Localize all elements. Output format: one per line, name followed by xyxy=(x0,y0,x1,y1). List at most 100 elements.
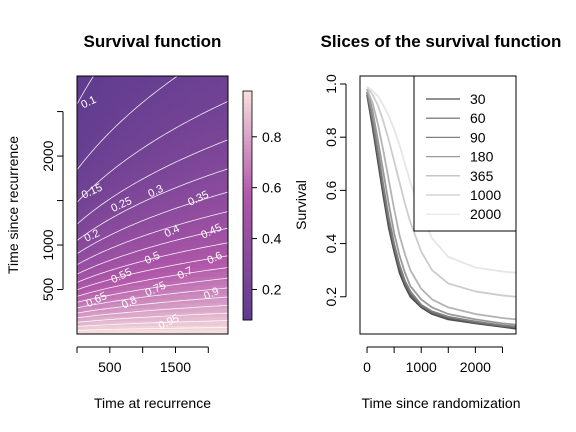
heatmap-cell xyxy=(188,276,193,282)
heatmap-cell xyxy=(109,236,114,242)
heatmap-cell xyxy=(152,173,157,179)
heatmap-cell xyxy=(83,151,88,157)
heatmap-cell xyxy=(159,80,163,86)
heatmap-cell xyxy=(90,129,95,135)
heatmap-cell xyxy=(122,138,127,144)
heatmap-cell xyxy=(83,111,88,117)
heatmap-cell xyxy=(113,222,117,228)
heatmap-cell xyxy=(83,307,88,313)
heatmap-cell xyxy=(96,80,101,86)
heatmap-cell xyxy=(86,191,91,197)
heatmap-cell xyxy=(201,191,206,197)
heatmap-cell xyxy=(142,209,147,215)
heatmap-cell xyxy=(191,213,196,219)
heatmap-cell xyxy=(126,133,131,139)
heatmap-cell xyxy=(99,98,104,104)
heatmap-cell xyxy=(126,245,131,251)
heatmap-cell xyxy=(106,124,111,130)
heatmap-cell xyxy=(145,209,150,215)
heatmap-cell xyxy=(185,138,190,144)
heatmap-cell xyxy=(119,164,124,171)
heatmap-cell xyxy=(175,111,180,117)
heatmap-cell xyxy=(83,116,88,122)
heatmap-cell xyxy=(162,107,167,113)
heatmap-cell xyxy=(159,76,163,82)
heatmap-cell xyxy=(113,325,117,331)
heatmap-cell xyxy=(116,107,121,113)
heatmap-cell xyxy=(221,311,226,317)
heatmap-cell xyxy=(188,160,193,166)
heatmap-cell xyxy=(136,84,140,90)
heatmap-cell xyxy=(80,245,85,251)
heatmap-cell xyxy=(136,218,140,224)
heatmap-cell xyxy=(178,289,183,295)
heatmap-cell xyxy=(126,111,131,117)
heatmap-cell xyxy=(221,191,226,197)
heatmap-cell xyxy=(165,289,170,295)
heatmap-cell xyxy=(224,187,228,193)
heatmap-cell xyxy=(172,236,177,242)
heatmap-cell xyxy=(106,209,111,215)
heatmap-cell xyxy=(185,147,190,153)
heatmap-cell xyxy=(211,311,216,317)
heatmap-cell xyxy=(198,76,203,82)
heatmap-cell xyxy=(116,178,121,184)
heatmap-cell xyxy=(77,196,81,202)
heatmap-cell xyxy=(132,156,137,162)
heatmap-cell xyxy=(132,120,137,126)
heatmap-cell xyxy=(90,89,95,95)
heatmap-cell xyxy=(90,267,95,273)
heatmap-cell xyxy=(168,147,173,153)
heatmap-cell xyxy=(86,124,91,130)
colorbar-tick-label: 0.6 xyxy=(262,180,282,196)
heatmap-cell xyxy=(152,231,157,237)
heatmap-cell xyxy=(113,98,117,104)
heatmap-cell xyxy=(182,160,186,166)
heatmap-cell xyxy=(185,98,190,104)
heatmap-cell xyxy=(129,98,134,104)
heatmap-cell xyxy=(93,173,98,179)
heatmap-cell xyxy=(221,307,226,313)
heatmap-cell xyxy=(205,160,209,166)
heatmap-cell xyxy=(152,267,157,273)
heatmap-cell xyxy=(218,200,223,206)
heatmap-cell xyxy=(83,147,88,153)
heatmap-cell xyxy=(195,156,200,162)
heatmap-cell xyxy=(90,325,95,331)
heatmap-cell xyxy=(218,222,223,228)
heatmap-cell xyxy=(132,173,137,179)
heatmap-cell xyxy=(198,222,203,228)
heatmap-cell xyxy=(116,227,121,233)
heatmap-cell xyxy=(195,320,200,326)
heatmap-cell xyxy=(208,240,213,246)
heatmap-cell xyxy=(201,218,206,224)
heatmap-cell xyxy=(90,156,95,162)
colorbar-swatch xyxy=(243,216,252,222)
heatmap-cell xyxy=(126,93,131,99)
heatmap-cell xyxy=(195,164,200,171)
heatmap-cell xyxy=(149,89,154,95)
heatmap-cell xyxy=(152,182,157,188)
heatmap-cell xyxy=(139,231,144,237)
heatmap-cell xyxy=(191,209,196,215)
heatmap-cell xyxy=(116,307,121,313)
heatmap-cell xyxy=(168,182,173,188)
heatmap-cell xyxy=(191,320,196,326)
heatmap-cell xyxy=(201,209,206,215)
heatmap-cell xyxy=(119,89,124,95)
heatmap-cell xyxy=(168,173,173,179)
heatmap-cell xyxy=(139,205,144,211)
heatmap-cell xyxy=(198,316,203,322)
heatmap-cell xyxy=(93,151,98,157)
heatmap-cell xyxy=(205,271,209,277)
heatmap-cell xyxy=(86,258,91,264)
heatmap-cell xyxy=(155,80,160,86)
heatmap-cell xyxy=(195,253,200,259)
heatmap-cell xyxy=(182,80,186,86)
heatmap-cell xyxy=(129,329,134,334)
heatmap-cell xyxy=(182,245,186,251)
heatmap-cell xyxy=(149,240,154,246)
heatmap-cell xyxy=(99,76,104,82)
heatmap-cell xyxy=(129,107,134,113)
